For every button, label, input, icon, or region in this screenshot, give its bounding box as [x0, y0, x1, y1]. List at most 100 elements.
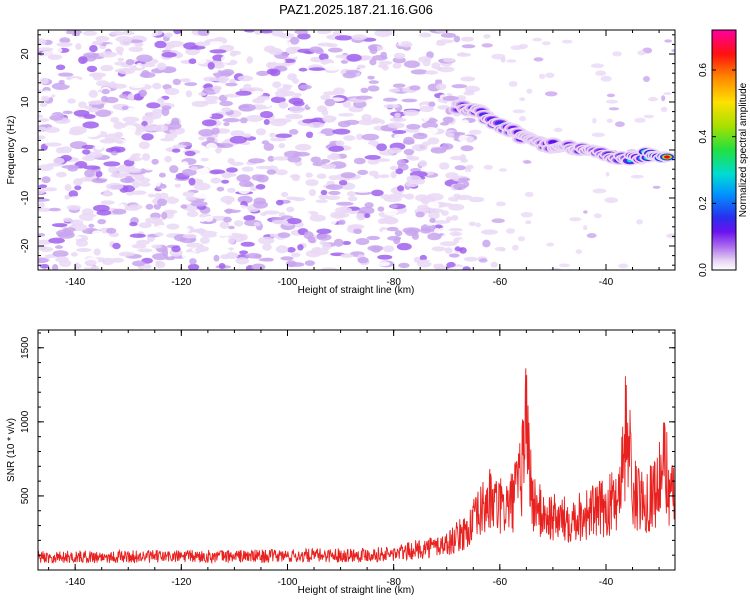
spectrogram-cell	[155, 260, 163, 266]
spectrogram-cell	[246, 56, 253, 64]
spectrogram-cell	[539, 73, 546, 80]
spectrogram-cell	[198, 136, 205, 141]
spectrogram-cell	[323, 80, 334, 86]
spectrogram-cell	[615, 121, 625, 127]
spectrogram-cell	[344, 119, 360, 125]
spectrogram-cell	[152, 82, 162, 90]
spectrogram-cell	[185, 196, 197, 201]
spectrogram-cell	[278, 101, 289, 109]
spectrogram-cell	[600, 75, 612, 82]
spectrogram-cell	[459, 154, 467, 162]
spectrogram-cell	[93, 248, 101, 256]
spectrogram-cell	[209, 169, 226, 174]
spectrogram-cell	[268, 48, 283, 56]
spectrogram-cell	[245, 253, 262, 259]
spectrogram-cell	[82, 149, 91, 155]
spectrogram-cell	[219, 221, 230, 229]
spectrogram-cell	[70, 78, 80, 84]
colorbar-tick-label: 0.6	[698, 63, 709, 77]
spectrogram-cell	[419, 254, 427, 261]
spectrogram-cell	[394, 112, 401, 118]
spectrogram-cell	[95, 35, 110, 42]
spectrogram-cell	[164, 117, 172, 125]
spectrogram-cell	[146, 102, 161, 109]
spectrogram-cell	[243, 30, 256, 33]
spectrogram-cell	[320, 159, 331, 164]
spectrogram-cell	[406, 123, 421, 130]
spectrogram-cell	[456, 194, 472, 200]
spectrogram-cell	[368, 71, 379, 77]
spectrogram-cell	[228, 225, 235, 230]
spectrogram-cell	[262, 243, 272, 251]
spectrogram-cell	[96, 80, 110, 87]
spectrogram-cell	[253, 222, 261, 227]
spectrogram-cell	[275, 245, 289, 254]
spectrogram-cell	[190, 166, 199, 171]
spectrogram-cell	[80, 133, 99, 138]
spectrogram-cell	[229, 78, 237, 84]
snr-y-tick-label: 1500	[20, 336, 31, 359]
spectrogram-cell	[157, 97, 165, 104]
spectrogram-cell	[72, 32, 81, 37]
spectrogram-cell	[201, 119, 217, 127]
spectrogram-cell	[510, 45, 524, 50]
spectrogram-cell	[404, 193, 415, 200]
spectrogram-cell	[517, 236, 526, 242]
spectrogram-cell	[285, 46, 297, 55]
spectrogram-cell	[289, 36, 300, 45]
spectrogram-cell	[664, 39, 673, 43]
spectrogram-cell	[338, 113, 354, 117]
spectrogram-cell	[491, 53, 506, 60]
spectrogram-cell	[171, 148, 181, 153]
spectrogram-cell	[388, 88, 401, 93]
spectrogram-cell	[258, 257, 274, 262]
spectrogram-cell	[38, 114, 44, 119]
spectrogram-cell	[444, 247, 453, 254]
spectrogram-cell	[73, 109, 90, 117]
spectrogram-cell	[335, 140, 345, 147]
spectrogram-cell	[322, 115, 336, 123]
spectrogram-cell	[88, 223, 95, 228]
spectrogram-cell	[115, 46, 124, 53]
spectrogram-cell	[243, 133, 252, 138]
spectrogram-cell	[358, 206, 375, 215]
spectrogram-cell	[508, 81, 518, 87]
spectrogram-cell	[569, 217, 582, 222]
spectrogram-cell	[523, 160, 532, 164]
spectrogram-cell	[38, 184, 48, 189]
spectrogram-cell	[62, 217, 73, 223]
spectrogram-cell	[251, 90, 264, 97]
spectrogram-cell	[195, 41, 210, 47]
spectrogram-cell	[169, 165, 179, 174]
spectrogram-cell	[415, 211, 425, 218]
spectrogram-cell	[440, 122, 449, 126]
spectrogram-cell	[418, 56, 432, 63]
spectrogram-cell	[245, 115, 263, 122]
spectrogram-cell	[187, 263, 200, 270]
snr-x-tick-label: -60	[493, 577, 508, 588]
spectrogram-cell	[141, 70, 150, 78]
spectrogram-cell	[201, 100, 218, 105]
spectrogram-cell	[412, 144, 428, 152]
spectrogram-cell	[181, 161, 189, 168]
spectrogram-cell	[338, 219, 346, 225]
spectrogram-cell	[382, 245, 395, 253]
spectrogram-cell	[91, 178, 107, 184]
spectrogram-cell	[180, 204, 188, 209]
spectrogram-cell	[38, 198, 50, 202]
spectrogram-cell	[612, 51, 622, 57]
spectrogram-x-tick-label: -120	[171, 277, 191, 288]
spectrogram-cell	[636, 219, 643, 225]
spectrogram-cell	[164, 87, 180, 96]
spectrogram-cell	[198, 129, 215, 137]
spectrogram-cell	[415, 194, 429, 202]
spectrogram-cell	[345, 69, 360, 74]
spectrogram-cell	[226, 167, 238, 173]
spectrogram-cell	[316, 228, 332, 235]
spectrogram-cell	[448, 253, 460, 258]
spectrogram-cell	[424, 127, 439, 135]
spectrogram-cell	[388, 147, 402, 154]
spectrogram-cell	[82, 121, 99, 129]
spectrogram-cell	[240, 233, 248, 241]
spectrogram-cell	[230, 130, 245, 137]
